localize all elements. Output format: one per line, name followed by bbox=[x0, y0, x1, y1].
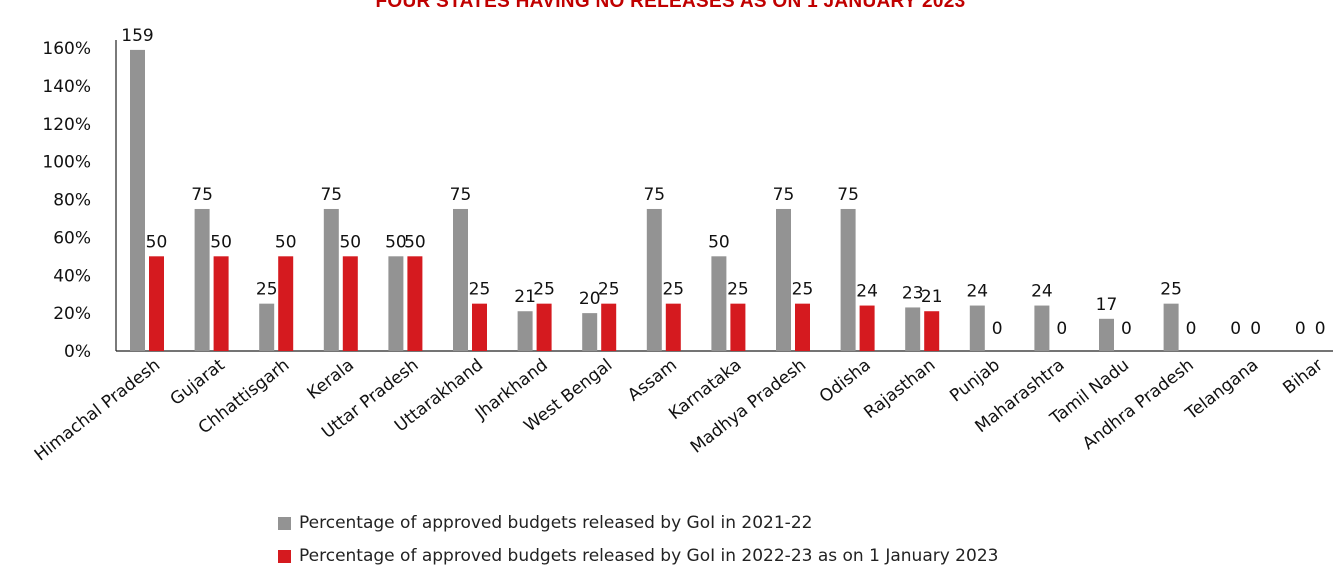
data-label-bihar-series-1: 0 bbox=[1295, 319, 1306, 339]
data-label-himachal-pradesh-series-2: 50 bbox=[146, 232, 168, 252]
bar-himachal-pradesh-series-1 bbox=[130, 49, 145, 352]
y-tick-label-4: 80% bbox=[53, 191, 91, 211]
x-tick-label-odisha: Odisha bbox=[816, 355, 875, 407]
y-tick-label-1: 20% bbox=[53, 304, 91, 324]
bar-jharkhand-series-2 bbox=[536, 303, 552, 351]
data-label-west-bengal-series-2: 25 bbox=[598, 280, 620, 300]
data-label-rajasthan-series-1: 23 bbox=[902, 283, 924, 303]
data-label-kerala-series-2: 50 bbox=[339, 232, 361, 252]
data-label-gujarat-series-2: 50 bbox=[210, 232, 232, 252]
data-label-west-bengal-series-1: 20 bbox=[579, 289, 601, 309]
legend-label-2022-23: Percentage of approved budgets released … bbox=[299, 546, 999, 566]
bar-kerala-series-2 bbox=[342, 256, 358, 351]
bar-madhya-pradesh-series-1 bbox=[776, 208, 791, 351]
bar-andhra-pradesh-series-1 bbox=[1163, 303, 1179, 351]
bar-assam-series-2 bbox=[665, 303, 681, 351]
x-tick-label-assam: Assam bbox=[624, 355, 681, 405]
x-tick-label-himachal-pradesh: Himachal Pradesh bbox=[31, 355, 164, 465]
x-tick-label-rajasthan: Rajasthan bbox=[860, 355, 939, 423]
data-label-andhra-pradesh-series-1: 25 bbox=[1160, 280, 1182, 300]
data-label-bihar-series-2: 0 bbox=[1315, 319, 1326, 339]
y-tick-label-6: 120% bbox=[42, 115, 91, 135]
legend-swatch-2022-23 bbox=[278, 549, 291, 563]
bar-gujarat-series-1 bbox=[194, 208, 210, 351]
bar-karnataka-series-2 bbox=[730, 303, 746, 351]
legend-label-2021-22: Percentage of approved budgets released … bbox=[299, 513, 813, 533]
y-tick-label-7: 140% bbox=[42, 77, 91, 97]
data-label-gujarat-series-1: 75 bbox=[191, 185, 213, 205]
data-label-jharkhand-series-2: 25 bbox=[533, 280, 555, 300]
x-tick-label-kerala: Kerala bbox=[304, 355, 358, 404]
data-label-odisha-series-2: 24 bbox=[856, 282, 878, 302]
y-tick-label-0: 0% bbox=[64, 342, 91, 362]
bar-rajasthan-series-1 bbox=[905, 307, 921, 351]
bar-madhya-pradesh-series-2 bbox=[795, 303, 810, 351]
data-label-rajasthan-series-2: 21 bbox=[921, 287, 943, 307]
bar-jharkhand-series-1 bbox=[517, 311, 533, 351]
bar-uttarakhand-series-1 bbox=[453, 208, 468, 351]
bar-punjab-series-1 bbox=[969, 305, 985, 351]
bar-chhattisgarh-series-1 bbox=[259, 303, 275, 351]
x-tick-label-bihar: Bihar bbox=[1279, 355, 1326, 398]
data-label-uttar-pradesh-series-1: 50 bbox=[385, 232, 407, 252]
data-label-uttarakhand-series-2: 25 bbox=[469, 280, 491, 300]
bar-chhattisgarh-series-2 bbox=[278, 256, 294, 351]
data-label-himachal-pradesh-series-1: 159 bbox=[121, 26, 153, 46]
bar-karnataka-series-1 bbox=[711, 256, 727, 351]
legend-swatch-2021-22 bbox=[278, 516, 291, 530]
data-label-tamil-nadu-series-1: 17 bbox=[1096, 295, 1118, 315]
data-label-uttar-pradesh-series-2: 50 bbox=[404, 232, 426, 252]
bar-himachal-pradesh-series-2 bbox=[149, 256, 164, 351]
data-label-assam-series-2: 25 bbox=[662, 280, 684, 300]
data-label-karnataka-series-2: 25 bbox=[727, 280, 749, 300]
y-tick-label-8: 160% bbox=[42, 39, 91, 59]
x-tick-label-gujarat: Gujarat bbox=[167, 355, 229, 410]
data-label-karnataka-series-1: 50 bbox=[708, 232, 730, 252]
bar-west-bengal-series-1 bbox=[582, 313, 598, 351]
data-label-madhya-pradesh-series-2: 25 bbox=[792, 280, 814, 300]
data-label-tamil-nadu-series-2: 0 bbox=[1121, 319, 1132, 339]
bar-rajasthan-series-2 bbox=[924, 311, 940, 351]
bar-uttar-pradesh-series-1 bbox=[388, 256, 404, 351]
data-label-maharashtra-series-1: 24 bbox=[1031, 282, 1053, 302]
chart-title: FOUR STATES HAVING NO RELEASES AS ON 1 J… bbox=[375, 0, 966, 12]
legend-item-2021-22: Percentage of approved budgets released … bbox=[278, 513, 812, 533]
data-label-punjab-series-1: 24 bbox=[966, 282, 988, 302]
x-tick-label-madhya-pradesh: Madhya Pradesh bbox=[687, 355, 810, 457]
data-label-punjab-series-2: 0 bbox=[992, 319, 1003, 339]
bar-maharashtra-series-1 bbox=[1034, 305, 1050, 351]
bars bbox=[130, 49, 1179, 352]
data-label-uttarakhand-series-1: 75 bbox=[450, 185, 472, 205]
data-label-jharkhand-series-1: 21 bbox=[514, 287, 536, 307]
bar-gujarat-series-2 bbox=[213, 256, 229, 351]
data-label-madhya-pradesh-series-1: 75 bbox=[773, 185, 795, 205]
bar-uttarakhand-series-2 bbox=[472, 303, 487, 351]
data-label-chhattisgarh-series-1: 25 bbox=[256, 280, 278, 300]
x-tick-label-andhra-pradesh: Andhra Pradesh bbox=[1079, 355, 1198, 454]
data-label-odisha-series-1: 75 bbox=[837, 185, 859, 205]
data-label-kerala-series-1: 75 bbox=[320, 185, 342, 205]
bar-odisha-series-1 bbox=[840, 208, 856, 351]
data-label-chhattisgarh-series-2: 50 bbox=[275, 232, 297, 252]
bar-kerala-series-1 bbox=[323, 208, 339, 351]
y-tick-label-3: 60% bbox=[53, 228, 91, 248]
data-label-telangana-series-1: 0 bbox=[1230, 319, 1241, 339]
x-tick-label-punjab: Punjab bbox=[946, 355, 1004, 406]
bar-uttar-pradesh-series-2 bbox=[407, 256, 423, 351]
bar-odisha-series-2 bbox=[859, 305, 875, 351]
bar-assam-series-1 bbox=[646, 208, 662, 351]
bar-west-bengal-series-2 bbox=[601, 303, 617, 351]
y-tick-label-5: 100% bbox=[42, 153, 91, 173]
data-label-telangana-series-2: 0 bbox=[1250, 319, 1261, 339]
data-label-andhra-pradesh-series-2: 0 bbox=[1186, 319, 1197, 339]
y-tick-label-2: 40% bbox=[53, 266, 91, 286]
bar-tamil-nadu-series-1 bbox=[1099, 318, 1114, 351]
legend-item-2022-23: Percentage of approved budgets released … bbox=[278, 546, 998, 566]
data-label-assam-series-1: 75 bbox=[643, 185, 665, 205]
data-label-maharashtra-series-2: 0 bbox=[1056, 319, 1067, 339]
